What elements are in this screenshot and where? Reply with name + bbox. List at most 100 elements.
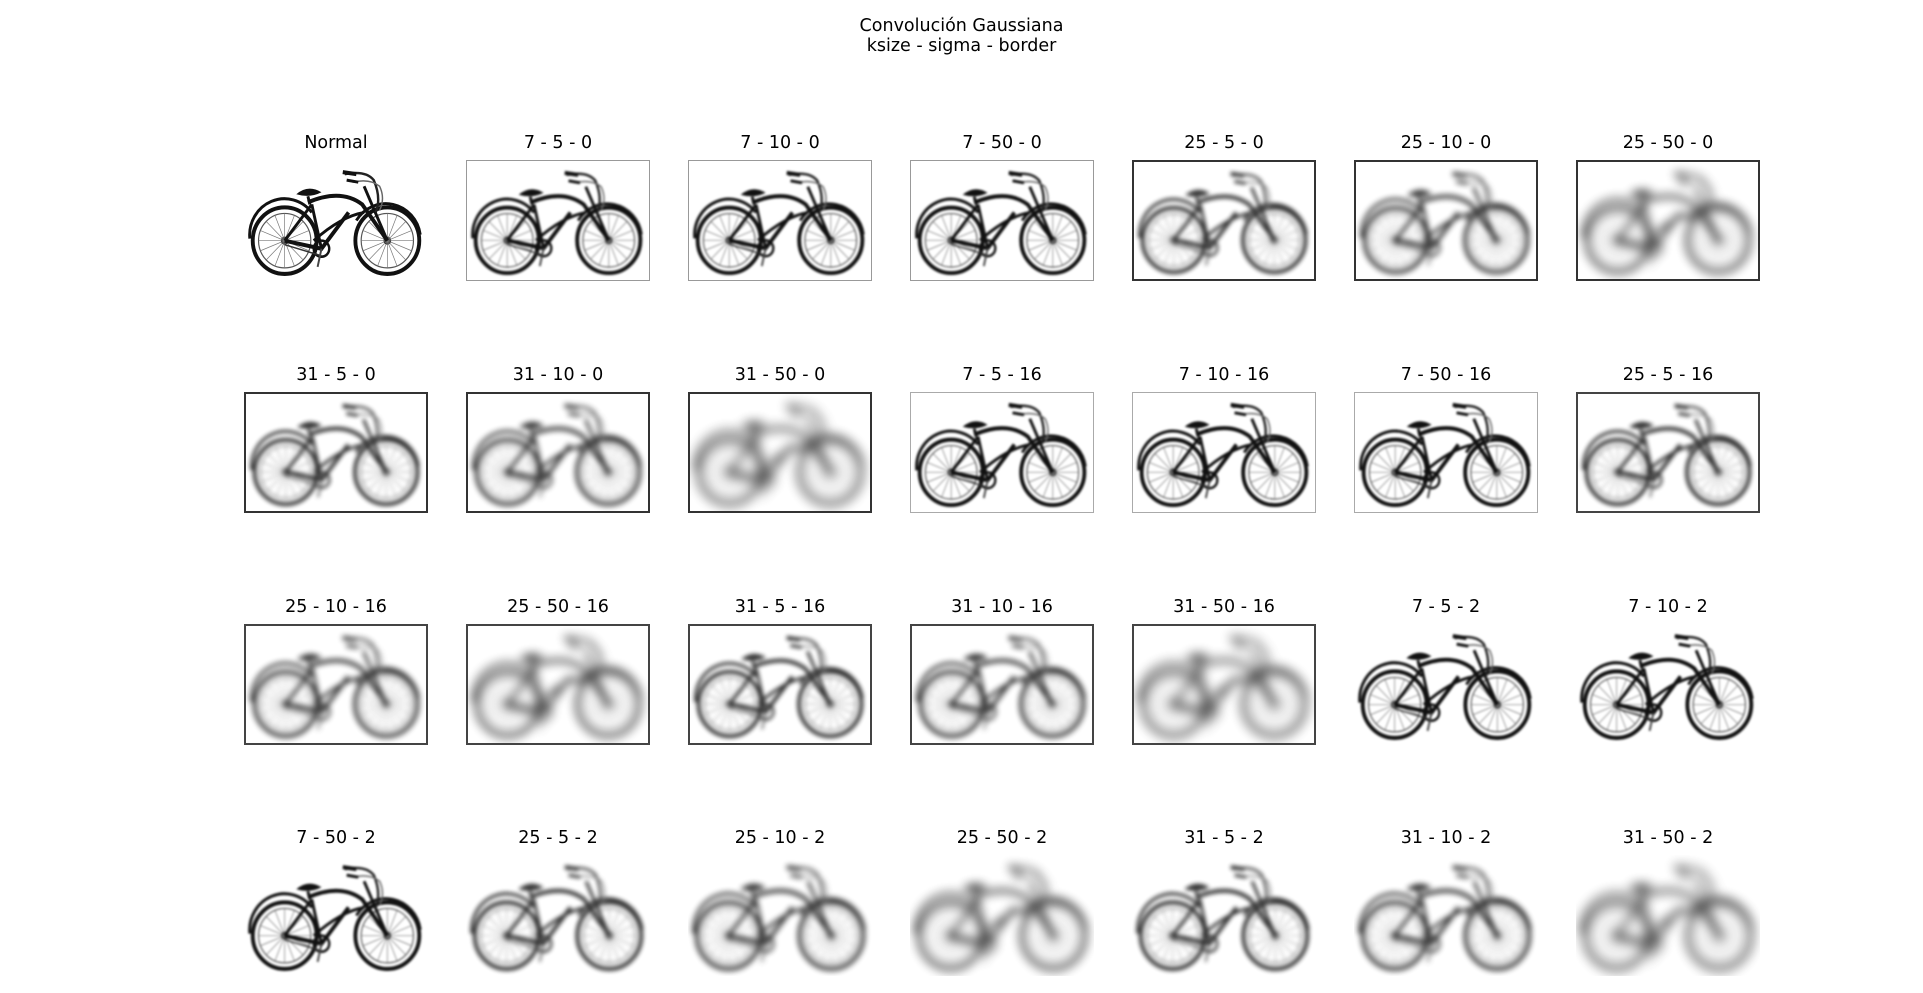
image-panel: 31 - 10 - 0 <box>466 365 650 513</box>
panel-title: 7 - 5 - 16 <box>962 365 1042 385</box>
image-panel: 25 - 10 - 0 <box>1354 133 1538 281</box>
bicycle-drawing <box>688 855 872 976</box>
bicycle-image <box>466 392 650 513</box>
image-panel: 31 - 5 - 2 <box>1132 828 1316 976</box>
bicycle-image <box>244 392 428 513</box>
panel-title: 7 - 10 - 2 <box>1628 597 1708 617</box>
image-panel: 25 - 5 - 2 <box>466 828 650 976</box>
bicycle-image <box>1576 160 1760 281</box>
image-panel: 7 - 5 - 0 <box>466 133 650 281</box>
bicycle-image <box>688 624 872 745</box>
bicycle-image <box>244 160 428 281</box>
bicycle-image <box>1576 392 1760 513</box>
bicycle-image <box>1576 855 1760 976</box>
image-panel: 7 - 10 - 2 <box>1576 597 1760 745</box>
bicycle-image <box>910 624 1094 745</box>
panel-title: 31 - 50 - 2 <box>1622 828 1714 848</box>
bicycle-image <box>1354 855 1538 976</box>
panel-title: 25 - 5 - 2 <box>518 828 598 848</box>
panel-title: 31 - 10 - 16 <box>951 597 1053 617</box>
bicycle-image <box>1354 160 1538 281</box>
image-panel: 31 - 5 - 0 <box>244 365 428 513</box>
bicycle-image <box>1354 392 1538 513</box>
bicycle-image <box>688 392 872 513</box>
bicycle-drawing <box>244 855 428 976</box>
image-panel: 31 - 10 - 16 <box>910 597 1094 745</box>
bicycle-drawing <box>910 855 1094 976</box>
bicycle-drawing <box>1136 402 1310 508</box>
bicycle-drawing <box>466 855 650 976</box>
bicycle-image <box>910 855 1094 976</box>
figure-title-line-1: Convolución Gaussiana <box>859 16 1064 36</box>
panel-title: 31 - 50 - 0 <box>734 365 826 385</box>
panel-title: 31 - 10 - 0 <box>512 365 604 385</box>
image-panel: 7 - 10 - 0 <box>688 133 872 281</box>
bicycle-drawing <box>1354 624 1538 745</box>
image-panel: 7 - 50 - 16 <box>1354 365 1538 513</box>
bicycle-image <box>910 160 1094 281</box>
bicycle-drawing <box>914 170 1088 276</box>
bicycle-drawing <box>915 635 1087 739</box>
bicycle-drawing <box>693 635 865 739</box>
image-panel: 25 - 10 - 2 <box>688 828 872 976</box>
image-panel: Normal <box>244 133 428 281</box>
panel-title: 7 - 50 - 2 <box>296 828 376 848</box>
bicycle-drawing <box>914 402 1088 508</box>
bicycle-drawing <box>1359 171 1531 275</box>
panel-title: 7 - 50 - 16 <box>1400 365 1492 385</box>
image-panel: 31 - 50 - 0 <box>688 365 872 513</box>
bicycle-drawing <box>692 170 866 276</box>
bicycle-drawing <box>1581 403 1753 507</box>
image-panel: 31 - 50 - 16 <box>1132 597 1316 745</box>
bicycle-drawing <box>471 403 643 507</box>
bicycle-image <box>1132 855 1316 976</box>
image-panel: 31 - 5 - 16 <box>688 597 872 745</box>
bicycle-image <box>244 624 428 745</box>
figure-title-line-2: ksize - sigma - border <box>866 36 1057 56</box>
bicycle-image <box>1576 624 1760 745</box>
figure-title: Convolución Gaussiana ksize - sigma - bo… <box>0 16 1923 56</box>
panel-title: 31 - 10 - 2 <box>1400 828 1492 848</box>
bicycle-drawing <box>1358 402 1532 508</box>
bicycle-drawing <box>1137 171 1309 275</box>
panel-title: 31 - 50 - 16 <box>1173 597 1275 617</box>
bicycle-drawing <box>693 403 865 507</box>
image-panel: 25 - 50 - 16 <box>466 597 650 745</box>
bicycle-image <box>466 624 650 745</box>
panel-title: 25 - 5 - 0 <box>1184 133 1264 153</box>
bicycle-image <box>466 855 650 976</box>
image-panel: 25 - 10 - 16 <box>244 597 428 745</box>
bicycle-image <box>688 160 872 281</box>
panel-title: 25 - 10 - 2 <box>734 828 826 848</box>
bicycle-drawing <box>1354 855 1538 976</box>
image-panel: 31 - 50 - 2 <box>1576 828 1760 976</box>
image-panel: 25 - 50 - 2 <box>910 828 1094 976</box>
bicycle-image <box>1132 160 1316 281</box>
image-panel: 25 - 5 - 0 <box>1132 133 1316 281</box>
panel-title: 25 - 50 - 2 <box>956 828 1048 848</box>
bicycle-drawing <box>1581 171 1753 275</box>
image-panel: 7 - 50 - 2 <box>244 828 428 976</box>
bicycle-image <box>688 855 872 976</box>
panel-title: 7 - 10 - 0 <box>740 133 820 153</box>
panel-title: 25 - 50 - 0 <box>1622 133 1714 153</box>
bicycle-drawing <box>249 635 421 739</box>
panel-title: 25 - 10 - 16 <box>285 597 387 617</box>
panel-title: 31 - 5 - 0 <box>296 365 376 385</box>
bicycle-drawing <box>1132 855 1316 976</box>
bicycle-image <box>910 392 1094 513</box>
panel-title: 25 - 10 - 0 <box>1400 133 1492 153</box>
panel-title: 7 - 5 - 0 <box>523 133 593 153</box>
panel-title: 7 - 50 - 0 <box>962 133 1042 153</box>
panel-title: 25 - 50 - 16 <box>507 597 609 617</box>
bicycle-drawing <box>244 160 428 281</box>
image-panel: 25 - 50 - 0 <box>1576 133 1760 281</box>
bicycle-image <box>1132 624 1316 745</box>
bicycle-image <box>244 855 428 976</box>
bicycle-drawing <box>1576 624 1760 745</box>
bicycle-drawing <box>471 635 643 739</box>
bicycle-image <box>1132 392 1316 513</box>
panel-title: 31 - 5 - 16 <box>734 597 826 617</box>
panel-title: 25 - 5 - 16 <box>1622 365 1714 385</box>
bicycle-image <box>466 160 650 281</box>
